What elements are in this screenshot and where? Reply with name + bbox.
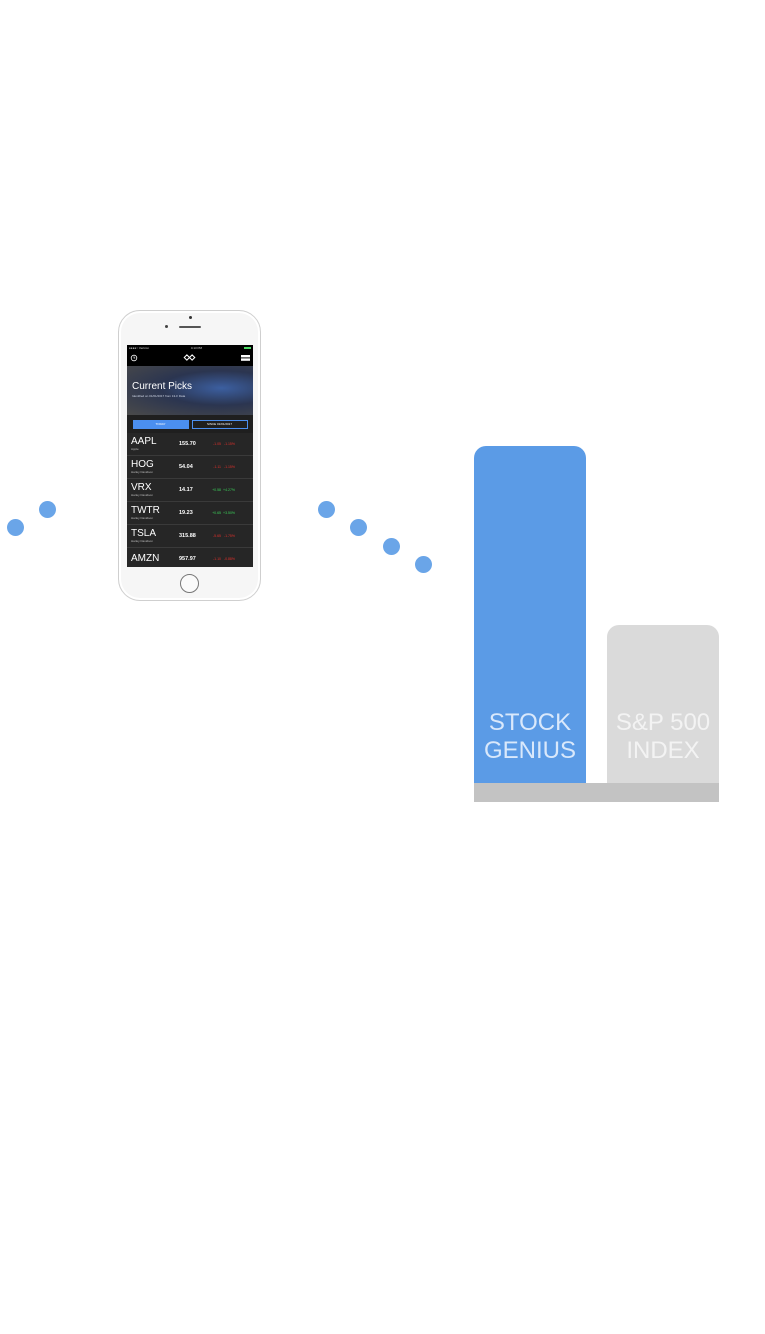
decorative-dot xyxy=(39,501,56,518)
decorative-dot xyxy=(415,556,432,573)
stock-symbol: AMZN xyxy=(131,554,179,564)
stock-name: Harley Davidson xyxy=(131,539,179,543)
stock-identity: AMZN xyxy=(131,554,179,564)
segmented-control: TODAY SINCE 01/01/2017 xyxy=(127,415,253,433)
stock-row[interactable]: VRX Harley Davidson 14.17 +0.58 +4.27% xyxy=(127,479,253,502)
stock-change-percent: -1.75% xyxy=(221,534,235,538)
stock-price: 14.17 xyxy=(179,487,207,493)
stock-name: Harley Davidson xyxy=(131,516,179,520)
hero-title: Current Picks xyxy=(132,381,192,392)
hero-subtitle: Identified on 01/01/2017 from 13-F Data xyxy=(132,394,185,398)
stock-price: 19.23 xyxy=(179,510,207,516)
status-time: 4:13 PM xyxy=(191,346,202,350)
stock-identity: HOG Harley Davidson xyxy=(131,460,179,474)
stock-genius-bar: STOCK GENIUS xyxy=(474,446,586,783)
stock-change: -5.65 xyxy=(207,534,221,538)
stock-row[interactable]: AMZN 957.97 -1.10 -0.88% xyxy=(127,548,253,567)
stock-symbol: TWTR xyxy=(131,506,179,516)
stock-change-percent: -0.88% xyxy=(221,557,235,561)
stock-symbol: AAPL xyxy=(131,437,179,447)
decorative-dot xyxy=(318,501,335,518)
stock-symbol: TSLA xyxy=(131,529,179,539)
stock-name: Harley Davidson xyxy=(131,493,179,497)
stock-change-percent: +4.27% xyxy=(221,488,235,492)
stock-identity: TWTR Harley Davidson xyxy=(131,506,179,520)
stock-list: AAPL Apple 155.70 -1.05 -1.15% HOG Harley Davi… xyxy=(127,433,253,567)
stock-price: 315.88 xyxy=(179,533,207,539)
decorative-dot xyxy=(350,519,367,536)
stock-name: Apple xyxy=(131,447,179,451)
stock-row[interactable]: HOG Harley Davidson 54.04 -1.11 -1.15% xyxy=(127,456,253,479)
phone-sensor xyxy=(165,325,168,328)
stock-identity: VRX Harley Davidson xyxy=(131,483,179,497)
tab-since[interactable]: SINCE 01/01/2017 xyxy=(192,420,248,429)
stock-symbol: HOG xyxy=(131,460,179,470)
sp500-bar: S&P 500 INDEX xyxy=(607,625,719,783)
phone-camera xyxy=(189,316,192,319)
phone-mockup: ●●●●○ Verizon 4:13 PM Current Picks Iden… xyxy=(118,310,261,601)
decorative-dot xyxy=(7,519,24,536)
carrier-label: ●●●●○ Verizon xyxy=(129,346,149,350)
battery-icon xyxy=(244,347,251,350)
history-icon[interactable] xyxy=(130,354,138,364)
stock-change: -1.11 xyxy=(207,465,221,469)
stock-change-percent: -1.15% xyxy=(221,465,235,469)
stock-name: Harley Davidson xyxy=(131,470,179,474)
stock-row[interactable]: TSLA Harley Davidson 315.88 -5.65 -1.75% xyxy=(127,525,253,548)
stock-row[interactable]: AAPL Apple 155.70 -1.05 -1.15% xyxy=(127,433,253,456)
stock-price: 957.97 xyxy=(179,556,207,562)
menu-grid-icon[interactable] xyxy=(241,355,250,363)
hero-banner: Current Picks Identified on 01/01/2017 f… xyxy=(127,366,253,415)
stock-symbol: VRX xyxy=(131,483,179,493)
app-logo-icon xyxy=(183,354,196,363)
stock-change: +0.58 xyxy=(207,488,221,492)
stock-change: -1.05 xyxy=(207,442,221,446)
home-button[interactable] xyxy=(180,574,199,593)
stock-change: -1.10 xyxy=(207,557,221,561)
chart-baseline xyxy=(474,783,719,802)
stock-row[interactable]: TWTR Harley Davidson 19.23 +0.65 +3.50% xyxy=(127,502,253,525)
sp500-label: S&P 500 INDEX xyxy=(616,709,710,765)
stock-genius-label: STOCK GENIUS xyxy=(484,709,576,765)
stock-price: 54.04 xyxy=(179,464,207,470)
tab-today[interactable]: TODAY xyxy=(133,420,189,429)
phone-screen: ●●●●○ Verizon 4:13 PM Current Picks Iden… xyxy=(127,345,253,567)
stock-change-percent: +3.50% xyxy=(221,511,235,515)
app-navbar xyxy=(127,351,253,366)
stock-identity: AAPL Apple xyxy=(131,437,179,451)
phone-speaker xyxy=(179,326,201,328)
stock-identity: TSLA Harley Davidson xyxy=(131,529,179,543)
decorative-dot xyxy=(383,538,400,555)
stock-change: +0.65 xyxy=(207,511,221,515)
stock-price: 155.70 xyxy=(179,441,207,447)
stock-change-percent: -1.15% xyxy=(221,442,235,446)
